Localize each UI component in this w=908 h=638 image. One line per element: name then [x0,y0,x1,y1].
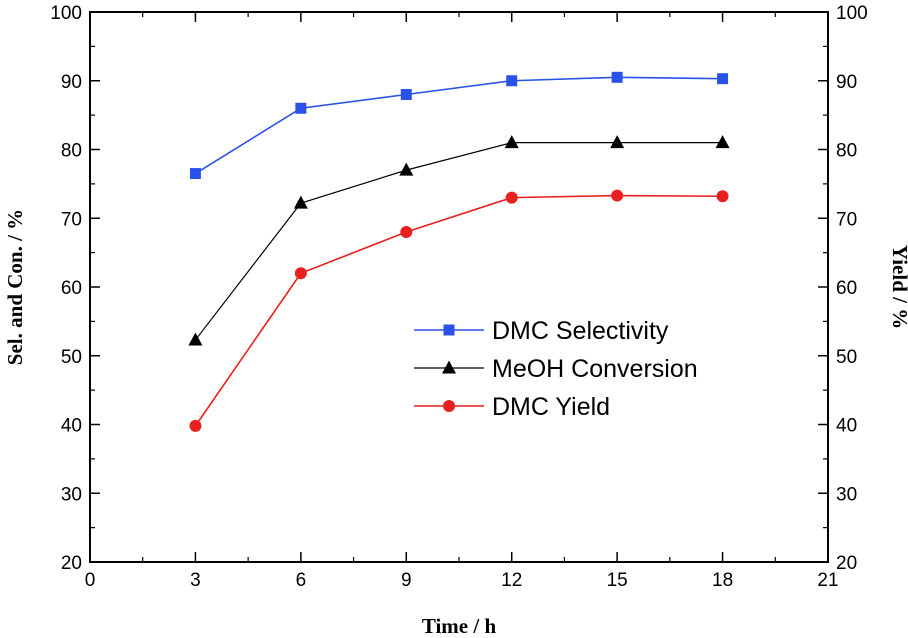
series-layer [188,71,730,432]
series-line [195,76,723,175]
y-tick-label: 90 [61,72,82,93]
series-line [194,142,723,341]
y-tick-label: 60 [61,278,82,299]
legend-entry: MeOH Conversion [414,355,698,383]
y-tick-label: 80 [61,141,82,162]
data-point [610,135,625,149]
data-point [611,189,624,202]
legend-label: MeOH Conversion [492,355,698,383]
data-point [295,102,307,114]
y2-tick-label: 20 [836,553,857,574]
y2-tick-label: 90 [836,72,857,93]
series-dmc-yield [189,189,729,432]
data-point [611,71,623,83]
series-meoh-conversion [188,135,730,346]
y2-axis-title: Yield / % [888,245,908,329]
ticks [89,11,829,563]
data-point [189,168,201,180]
data-point [506,75,518,87]
x-axis-title: Time / h [422,614,497,638]
y2-tick-label: 30 [836,484,857,505]
plot-frame [89,11,829,563]
data-point [400,89,412,100]
series-line [194,194,723,427]
y-tick-label: 50 [61,347,82,368]
data-point [189,419,202,432]
x-tick-label: 12 [501,570,522,591]
legend-marker [443,324,455,336]
x-tick-label: 0 [85,570,96,591]
data-point [504,135,519,149]
y2-tick-label: 50 [836,347,857,368]
data-point [715,135,730,149]
y2-tick-label: 70 [836,209,857,230]
data-point [188,332,203,346]
legend-label: DMC Yield [492,393,610,421]
y2-tick-label: 40 [836,416,857,437]
y2-tick-label: 60 [836,278,857,299]
axes-frame [89,11,829,563]
y-axis-title: Sel. and Con. / % [3,209,27,365]
legend-marker [442,360,456,374]
y2-tick-label: 80 [836,141,857,162]
data-point [716,190,729,203]
y-tick-label: 40 [61,416,82,437]
y2-tick-label: 100 [836,3,868,24]
data-point [505,191,518,204]
data-point [399,162,414,176]
x-tick-label: 21 [817,570,838,591]
y-tick-label: 100 [50,3,82,24]
series-dmc-selectivity [189,71,729,180]
x-tick-label: 6 [296,570,307,591]
legend-label: DMC Selectivity [492,317,669,345]
y-tick-label: 30 [61,484,82,505]
x-tick-label: 3 [190,570,201,591]
y-tick-label: 70 [61,209,82,230]
x-tick-label: 18 [712,570,733,591]
data-point [400,226,413,238]
legend: DMC Selectivity MeOH Conversion DMC Yield [414,317,698,421]
legend-marker [443,400,455,412]
data-point [717,73,729,85]
data-point [294,267,307,280]
legend-entry: DMC Yield [414,393,610,421]
x-tick-label: 9 [401,570,412,591]
data-point [293,195,308,209]
legend-entry: DMC Selectivity [414,317,669,345]
x-tick-label: 15 [607,570,628,591]
y-tick-label: 20 [61,553,82,574]
